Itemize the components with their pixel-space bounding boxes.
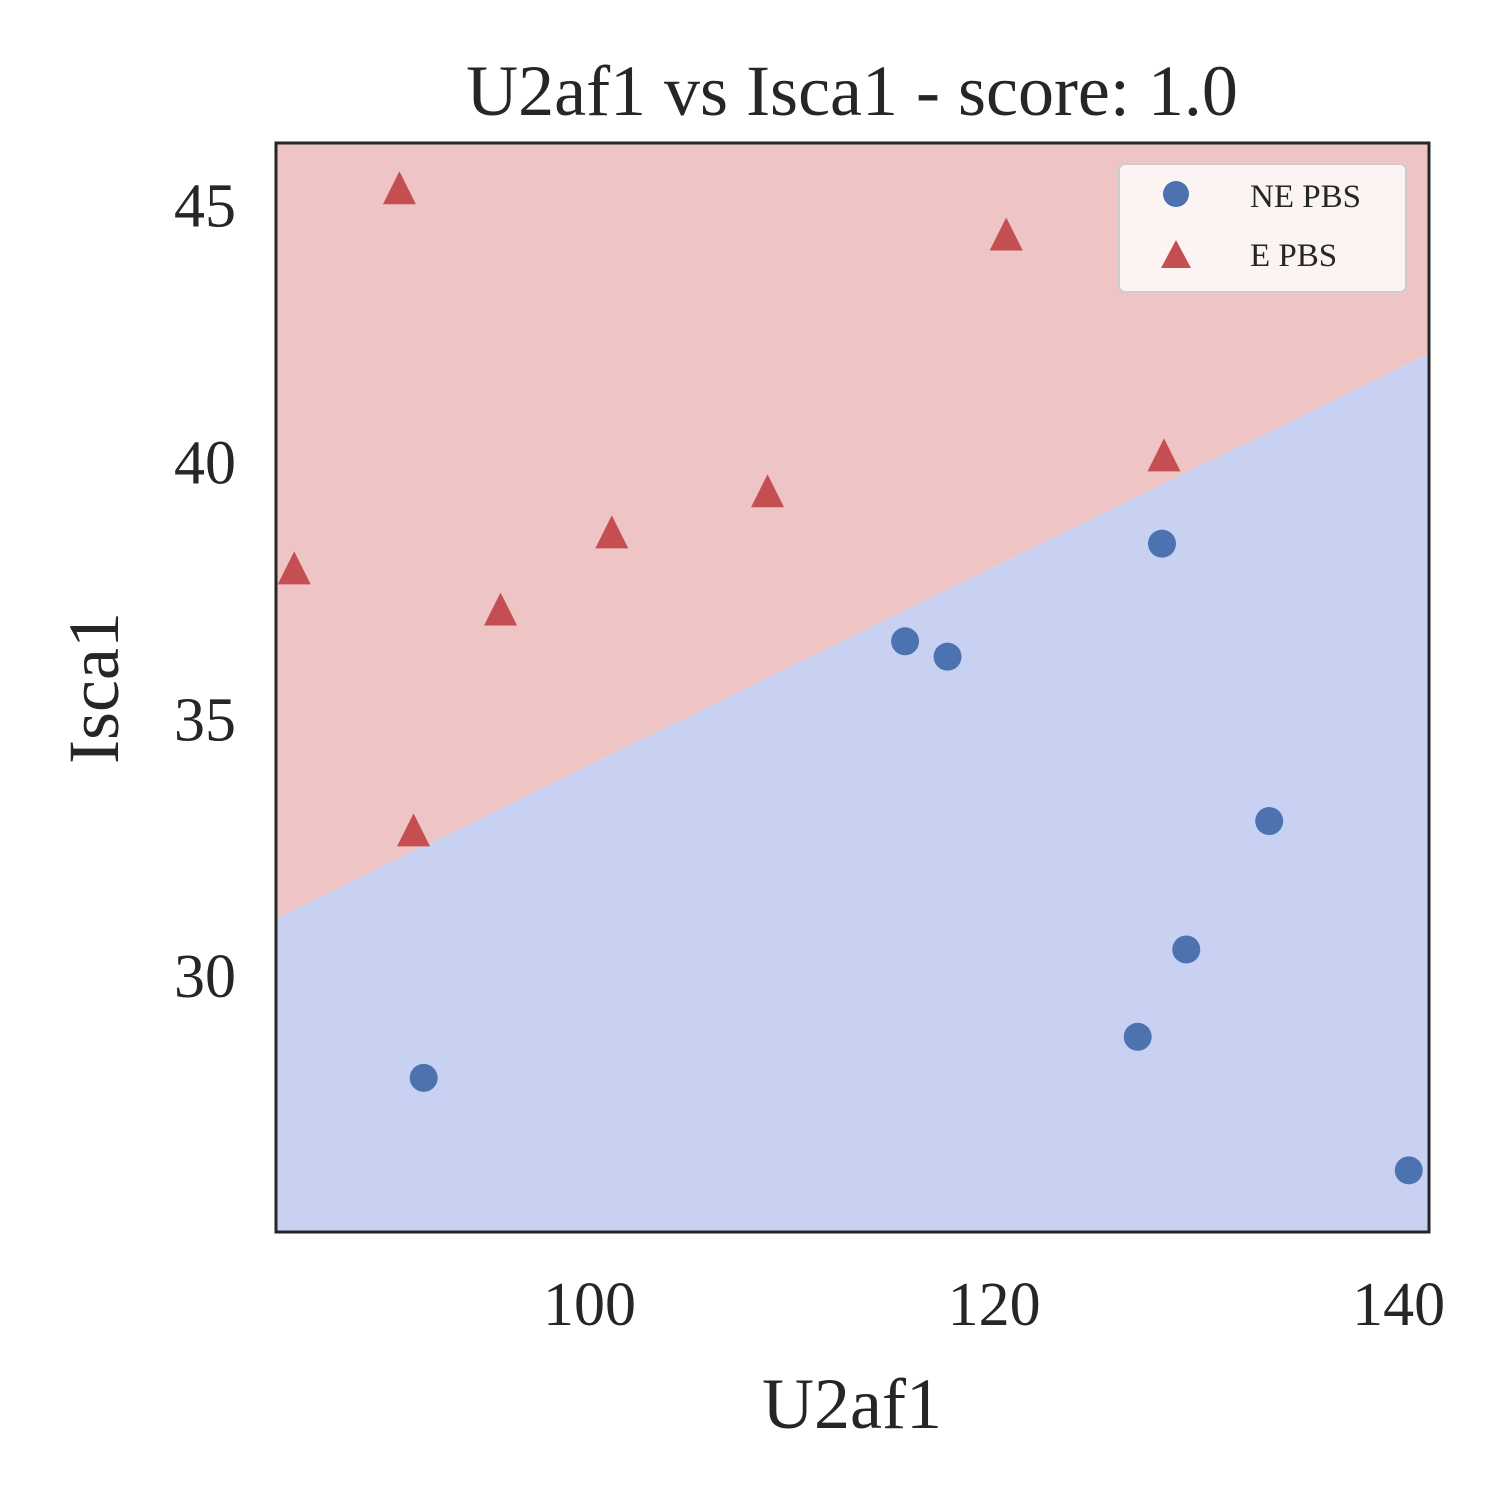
e-pbs-point [751, 474, 785, 508]
ne-pbs-point [1394, 1156, 1423, 1185]
chart-title: U2af1 vs Isca1 - score: 1.0 [466, 51, 1238, 131]
axis-ticks: 100 120 140 30 35 40 45 [174, 173, 1445, 1339]
legend-label-ne-pbs: NE PBS [1250, 179, 1361, 215]
legend-label-e-pbs: E PBS [1250, 238, 1337, 274]
legend: NE PBS E PBS [1118, 163, 1407, 293]
ne-pbs-point [891, 627, 920, 656]
ne-pbs-point [1147, 529, 1176, 558]
x-tick-label: 120 [948, 1271, 1041, 1339]
ne-pbs-point [1172, 935, 1201, 964]
x-axis-label: U2af1 [762, 1364, 942, 1444]
e-pbs-point [595, 515, 629, 549]
y-tick-label: 35 [174, 686, 236, 754]
x-tick-label: 140 [1352, 1271, 1445, 1339]
e-pbs-point [989, 217, 1023, 251]
ne-pbs-point [1255, 807, 1284, 836]
data-points [277, 171, 1423, 1185]
legend-box [1118, 163, 1407, 293]
lower-class-region [276, 353, 1429, 1232]
y-axis-label: Isca1 [54, 612, 134, 764]
plot-frame [274, 141, 1431, 1234]
y-tick-label: 40 [174, 429, 236, 497]
legend-circle-icon [1163, 181, 1189, 207]
x-tick-label: 100 [543, 1271, 636, 1339]
e-pbs-point [382, 171, 416, 205]
e-pbs-point [1147, 438, 1181, 472]
y-tick-label: 30 [174, 943, 236, 1011]
y-tick-label: 45 [174, 173, 236, 241]
e-pbs-point [397, 813, 431, 847]
upper-class-region [276, 143, 1429, 919]
e-pbs-point [484, 592, 518, 626]
legend-triangle-icon [1161, 240, 1191, 268]
ne-pbs-point [409, 1063, 438, 1092]
ne-pbs-point [933, 642, 962, 671]
ne-pbs-point [1123, 1022, 1152, 1051]
e-pbs-point [277, 551, 311, 585]
